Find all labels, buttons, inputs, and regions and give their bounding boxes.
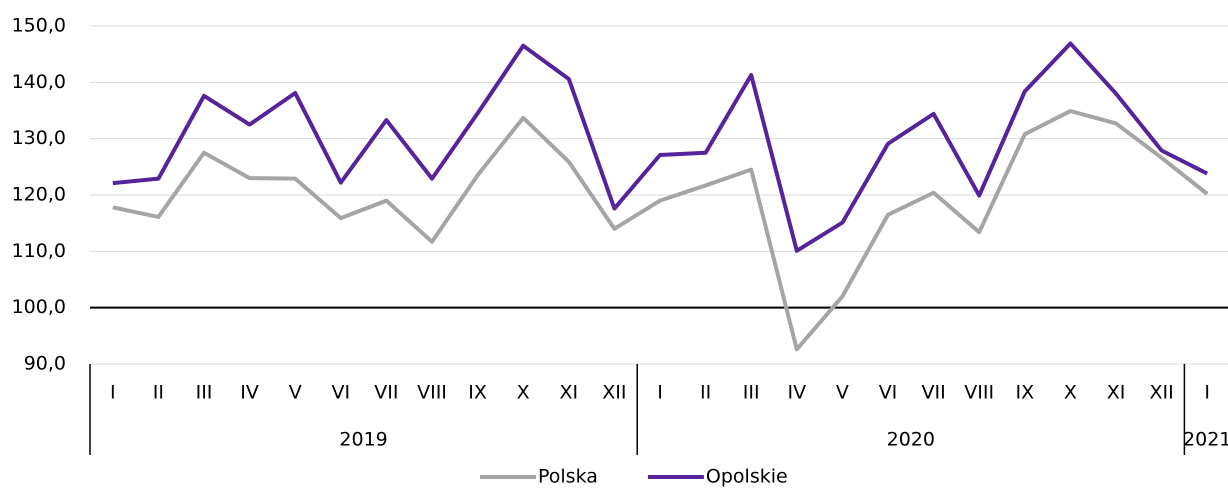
- x-tick-label: V: [836, 382, 849, 404]
- x-tick-label: XI: [559, 382, 578, 404]
- y-tick-label: 110,0: [12, 240, 66, 262]
- x-tick-label: VII: [374, 382, 398, 404]
- x-tick-label: III: [743, 382, 760, 404]
- x-tick-label: XII: [602, 382, 626, 404]
- y-tick-label: 90,0: [24, 353, 66, 375]
- y-tick-label: 100,0: [12, 296, 66, 318]
- x-tick-label: VIII: [964, 382, 994, 404]
- x-group-label: 2019: [339, 429, 387, 451]
- x-tick-label: III: [196, 382, 213, 404]
- x-tick-label: VII: [921, 382, 945, 404]
- x-tick-label: V: [289, 382, 302, 404]
- x-tick-label: IX: [468, 382, 487, 404]
- x-tick-label: XI: [1107, 382, 1126, 404]
- x-tick-label: I: [110, 382, 116, 404]
- x-tick-label: VI: [879, 382, 898, 404]
- x-tick-label: I: [1204, 382, 1210, 404]
- x-tick-label: XII: [1149, 382, 1173, 404]
- series-line: [112, 109, 1209, 352]
- x-tick-label: II: [700, 382, 711, 404]
- x-tick-label: X: [1064, 382, 1077, 404]
- x-tick-label: IV: [240, 382, 259, 404]
- x-tick-label: IV: [787, 382, 806, 404]
- x-tick-label: I: [657, 382, 663, 404]
- x-tick-label: X: [517, 382, 530, 404]
- y-tick-label: 150,0: [12, 15, 66, 37]
- series-line: [112, 41, 1209, 253]
- y-tick-label: 140,0: [12, 71, 66, 93]
- y-tick-label: 130,0: [12, 127, 66, 149]
- x-tick-label: VIII: [417, 382, 447, 404]
- x-group-label: 2021: [1183, 429, 1228, 451]
- x-tick-label: VI: [331, 382, 350, 404]
- x-tick-label: IX: [1015, 382, 1034, 404]
- legend-label: Opolskie: [706, 466, 788, 488]
- legend-label: Polska: [538, 466, 598, 488]
- y-tick-label: 120,0: [12, 184, 66, 206]
- x-group-label: 2020: [887, 429, 935, 451]
- x-tick-label: II: [153, 382, 164, 404]
